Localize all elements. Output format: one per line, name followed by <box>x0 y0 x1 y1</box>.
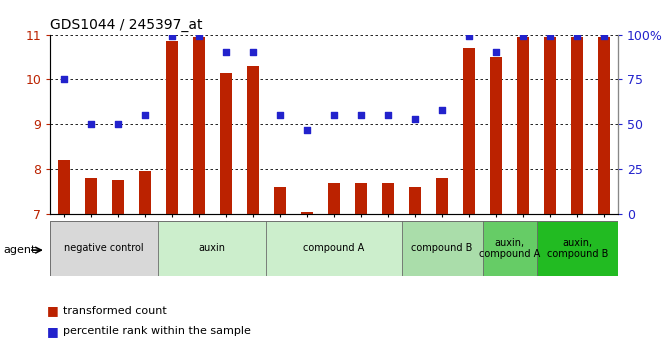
Text: GDS1044 / 245397_at: GDS1044 / 245397_at <box>50 18 202 32</box>
Point <box>355 112 366 118</box>
Point <box>140 112 150 118</box>
Bar <box>85 178 97 214</box>
Point <box>491 50 502 55</box>
Point <box>194 33 204 39</box>
Bar <box>382 183 394 214</box>
Bar <box>599 37 611 214</box>
Bar <box>571 37 583 214</box>
Text: negative control: negative control <box>64 244 144 253</box>
Bar <box>246 66 259 214</box>
Point <box>302 127 313 132</box>
Point <box>112 121 123 127</box>
Text: auxin,
compound A: auxin, compound A <box>479 238 540 259</box>
Bar <box>274 187 286 214</box>
Point <box>166 33 177 39</box>
Bar <box>537 221 618 276</box>
Bar <box>544 37 556 214</box>
Bar <box>50 221 158 276</box>
Text: auxin: auxin <box>199 244 226 253</box>
Text: agent: agent <box>3 245 35 255</box>
Point <box>572 33 582 39</box>
Text: ■: ■ <box>47 325 59 338</box>
Bar <box>158 221 267 276</box>
Bar <box>483 221 537 276</box>
Bar <box>409 187 422 214</box>
Point <box>437 107 448 112</box>
Bar <box>401 221 483 276</box>
Bar <box>517 37 529 214</box>
Bar <box>436 178 448 214</box>
Point <box>248 50 259 55</box>
Bar <box>112 180 124 214</box>
Point <box>58 77 69 82</box>
Point <box>383 112 393 118</box>
Bar <box>301 212 313 214</box>
Point <box>275 112 285 118</box>
Point <box>464 33 474 39</box>
Point <box>86 121 96 127</box>
Text: auxin,
compound B: auxin, compound B <box>546 238 608 259</box>
Point <box>545 33 556 39</box>
Bar <box>193 37 205 214</box>
Bar <box>490 57 502 214</box>
Bar <box>220 72 232 214</box>
Bar <box>166 41 178 214</box>
Bar <box>328 183 340 214</box>
Bar <box>355 183 367 214</box>
Text: ■: ■ <box>47 304 59 317</box>
Point <box>409 116 420 121</box>
Bar <box>57 160 69 214</box>
Text: transformed count: transformed count <box>63 306 167 315</box>
Text: compound B: compound B <box>411 244 473 253</box>
Point <box>518 33 528 39</box>
Point <box>220 50 231 55</box>
Bar <box>463 48 475 214</box>
Bar <box>139 171 151 214</box>
Bar <box>267 221 401 276</box>
Text: compound A: compound A <box>303 244 365 253</box>
Point <box>599 33 610 39</box>
Point <box>329 112 339 118</box>
Text: percentile rank within the sample: percentile rank within the sample <box>63 326 251 336</box>
